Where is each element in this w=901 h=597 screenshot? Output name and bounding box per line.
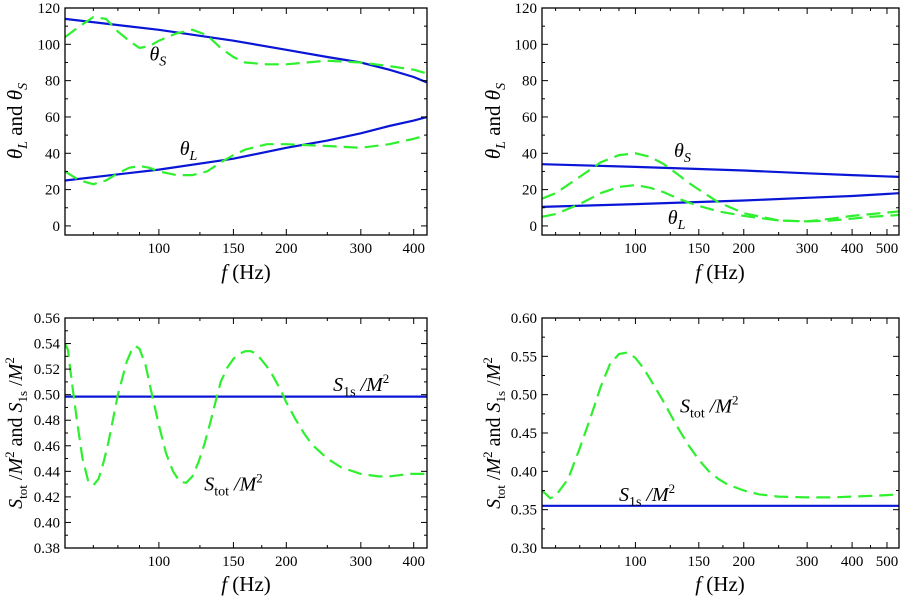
x-tick-label: 400	[402, 241, 425, 257]
x-tick-label: 200	[733, 554, 756, 570]
plot-frame	[541, 7, 900, 236]
panel-bottom-right: 0.30 0.35 0.40 0.45 0.50 0.55 0.60 100 150 200 300…	[480, 311, 900, 596]
x-tick-label: 400	[841, 241, 864, 257]
annotation-s-tot: Stot /M2	[680, 392, 739, 421]
y-tick-label: 20	[522, 183, 537, 199]
series-group	[65, 343, 427, 488]
x-axis-label: f (Hz)	[221, 572, 271, 596]
x-axis-label: f (Hz)	[695, 260, 745, 284]
x-tick-label: 200	[275, 554, 298, 570]
x-tick-label: 150	[688, 554, 711, 570]
annotation-θ-l: θL	[180, 138, 198, 164]
series-line-solid-1	[542, 192, 899, 208]
plot-frame	[64, 317, 428, 549]
annotation-s-tot: Stot /M2	[204, 471, 263, 500]
y-tick-label: 120	[38, 1, 61, 17]
annotation-s-1s: S1s /M2	[333, 371, 389, 400]
series-line-dashed-3	[542, 183, 899, 223]
plot-frame	[541, 317, 900, 549]
series-line-dashed-1	[542, 351, 899, 500]
y-tick-label: 0	[53, 219, 61, 235]
y-tick-label: 0.56	[34, 311, 61, 327]
y-tick-label: 0.46	[34, 439, 61, 455]
x-tick-label: 300	[350, 241, 373, 257]
x-tick-label: 100	[148, 554, 171, 570]
y-axis-label: θL and θS	[481, 83, 509, 159]
panel-top-right: 0 20 40 60 80 100 120 100 150 200 300 400 500 f (Hz) θ…	[481, 1, 900, 284]
x-tick-label: 150	[688, 241, 711, 257]
y-axis-label: θL and θS	[3, 83, 31, 159]
annotation-θ-l: θL	[668, 207, 686, 233]
y-tick-label: 80	[45, 74, 60, 90]
x-tick-label: 100	[148, 241, 171, 257]
y-tick-label: 0.60	[511, 311, 537, 327]
plot-frame	[64, 7, 428, 236]
y-tick-label: 40	[45, 146, 60, 162]
y-tick-label: 100	[515, 37, 538, 53]
series-group	[65, 15, 427, 186]
y-tick-label: 0.30	[511, 541, 537, 557]
y-tick-label: 0.50	[34, 388, 60, 404]
panel-bottom-left: 0.38 0.40 0.42 0.44 0.46 0.48 0.50 0.52 0.54 0.56…	[2, 311, 428, 596]
series-line-dashed-3	[65, 134, 427, 186]
x-tick-label: 500	[876, 241, 899, 257]
y-tick-label: 60	[45, 110, 60, 126]
x-tick-label: 400	[402, 554, 425, 570]
y-tick-label: 0.42	[34, 490, 60, 506]
y-tick-label: 0.40	[34, 515, 60, 531]
y-tick-label: 0	[530, 219, 538, 235]
series-line-dashed-2	[542, 152, 899, 223]
y-tick-label: 0.45	[511, 426, 537, 442]
y-tick-label: 40	[522, 146, 537, 162]
x-tick-label: 100	[624, 554, 647, 570]
series-line-solid-0	[65, 17, 427, 84]
annotation-θ-s: θS	[674, 140, 691, 166]
series-line-solid-0	[542, 163, 899, 178]
annotation-s-1s: S1s /M2	[619, 481, 675, 510]
panel-top-left: 0 20 40 60 80 100 120 100 150 200 300 400 f (Hz) θL a…	[3, 1, 428, 284]
x-tick-label: 150	[222, 554, 245, 570]
y-tick-label: 80	[522, 74, 537, 90]
x-axis-label: f (Hz)	[221, 260, 271, 284]
x-tick-label: 200	[275, 241, 298, 257]
series-group	[542, 152, 899, 223]
y-tick-label: 0.54	[34, 337, 61, 353]
y-tick-label: 120	[515, 1, 538, 17]
series-line-dashed-2	[65, 15, 427, 75]
series-line-dashed-1	[65, 343, 427, 488]
annotation-θ-s: θS	[149, 44, 166, 70]
y-tick-label: 0.38	[34, 541, 60, 557]
y-axis-label: Stot /M2 and S1s /M2	[480, 357, 508, 509]
x-tick-label: 100	[624, 241, 647, 257]
series-group	[542, 351, 899, 507]
x-tick-label: 150	[222, 241, 245, 257]
x-tick-label: 300	[350, 554, 373, 570]
y-tick-label: 0.40	[511, 464, 537, 480]
y-tick-label: 0.35	[511, 503, 537, 519]
x-tick-label: 300	[796, 241, 819, 257]
x-tick-label: 400	[841, 554, 864, 570]
x-tick-label: 200	[733, 241, 756, 257]
y-tick-label: 0.48	[34, 413, 60, 429]
y-tick-label: 0.55	[511, 349, 537, 365]
y-tick-label: 0.50	[511, 388, 537, 404]
x-axis-label: f (Hz)	[695, 572, 745, 596]
x-tick-label: 500	[876, 554, 899, 570]
series-line-solid-1	[65, 115, 427, 182]
x-tick-label: 300	[796, 554, 819, 570]
y-tick-label: 100	[38, 37, 61, 53]
y-tick-label: 20	[45, 183, 60, 199]
y-axis-label: Stot /M2 and S1s /M2	[2, 357, 30, 509]
y-tick-label: 60	[522, 110, 537, 126]
y-tick-label: 0.44	[34, 464, 61, 480]
y-tick-label: 0.52	[34, 362, 60, 378]
